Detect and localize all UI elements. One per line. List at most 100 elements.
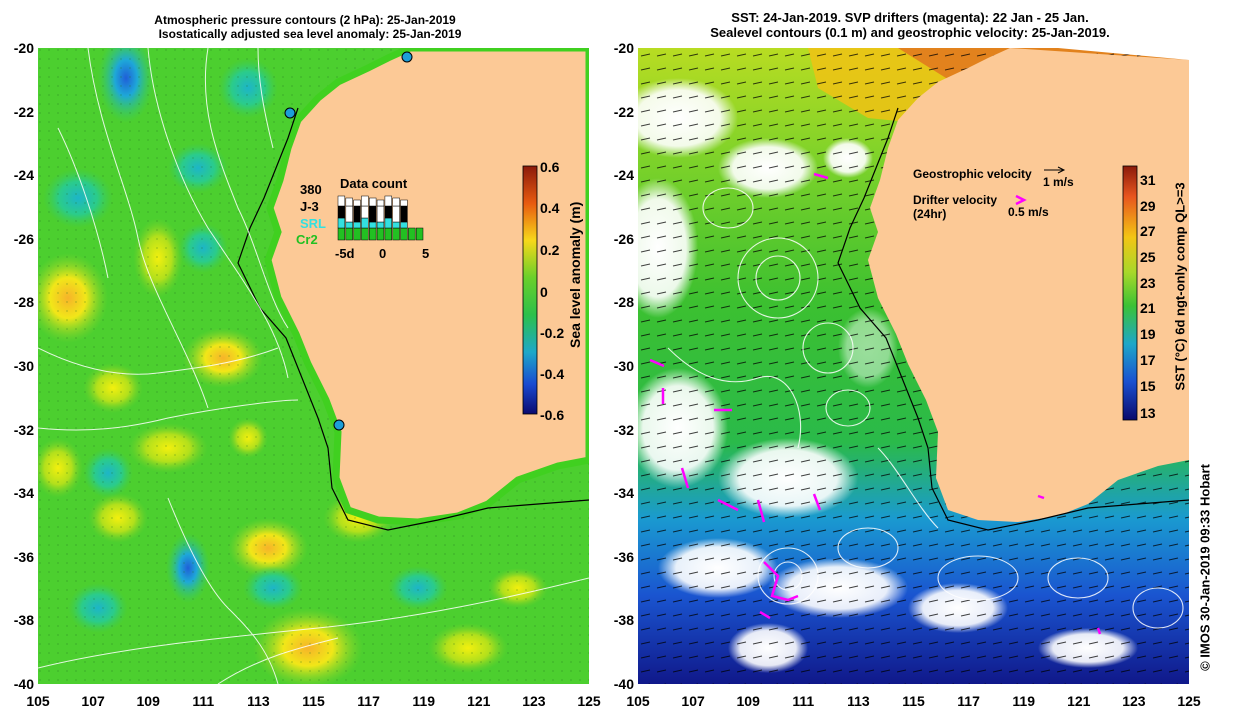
hist-bar-srl <box>345 221 353 229</box>
hist-bar-cr2 <box>337 227 346 241</box>
drifter-tracks <box>649 172 1102 635</box>
right-lon-tick: 125 <box>1177 693 1201 709</box>
hist-bar-380 <box>353 199 361 207</box>
right-lon-tick: 117 <box>957 693 980 709</box>
sst-map <box>638 48 1189 684</box>
sla-cbar-tick: 0.2 <box>540 242 560 258</box>
hist-bar-j3 <box>361 205 369 219</box>
right-title-line1: SST: 24-Jan-2019. SVP drifters (magenta)… <box>731 10 1089 25</box>
hist-bar-cr2 <box>353 227 361 241</box>
right-lon-tick: 123 <box>1122 693 1146 709</box>
hist-bar-j3 <box>384 205 392 219</box>
left-lat-tick: -36 <box>13 548 34 565</box>
sst-cbar-tick: 29 <box>1140 198 1156 214</box>
sst-colorbar <box>1122 165 1138 421</box>
right-lon-tick: 121 <box>1067 693 1091 709</box>
left-lat-tick: -38 <box>13 612 34 629</box>
legend-label-j3: J-3 <box>300 199 319 214</box>
right-lat-tick: -22 <box>613 103 634 120</box>
hist-bar-cr2 <box>369 227 377 241</box>
legend-label-cr2: Cr2 <box>296 232 318 247</box>
hist-bar-380 <box>345 197 353 207</box>
left-lat-tick: -24 <box>13 167 34 184</box>
right-lon-tick: 105 <box>626 693 650 709</box>
hist-bar-j3 <box>400 205 408 223</box>
hist-bar-cr2 <box>392 227 400 241</box>
imos-credit: © IMOS 30-Jan-2019 09:33 Hobart <box>1197 464 1213 671</box>
left-lon-tick: 111 <box>192 693 215 709</box>
sla-cbar-tick: -0.6 <box>540 407 565 423</box>
left-lon-tick: 107 <box>81 693 105 709</box>
hist-bar-380 <box>361 195 369 207</box>
hist-bar-380 <box>384 195 392 207</box>
left-title-line1: Atmospheric pressure contours (2 hPa): 2… <box>154 13 456 27</box>
right-lat-tick: -34 <box>613 485 634 502</box>
hist-bar-380 <box>369 197 377 207</box>
hist-bar-380 <box>400 199 408 207</box>
shelf-contour <box>237 107 589 531</box>
hist-bar-380 <box>337 195 346 207</box>
hist-bar-380 <box>376 199 385 207</box>
legend-xtick-minus5d: -5d <box>335 246 355 261</box>
sst-cbar-tick: 15 <box>1140 378 1156 394</box>
geostrophic-scale-label: 1 m/s <box>1043 175 1074 189</box>
sst-cbar-tick: 19 <box>1140 326 1156 342</box>
geostrophic-velocity-label: Geostrophic velocity <box>913 167 1032 181</box>
left-lat-tick: -30 <box>13 358 34 374</box>
right-lon-tick: 111 <box>792 693 815 709</box>
sst-cbar-tick: 25 <box>1140 249 1156 265</box>
left-lon-tick: 113 <box>247 693 270 709</box>
hist-bar-cr2 <box>384 227 392 241</box>
sla-cbar-tick: 0.4 <box>540 200 560 216</box>
sst-cbar-tick: 23 <box>1140 275 1156 291</box>
left-lat-tick: -20 <box>13 40 34 56</box>
australia-land-sst <box>868 48 1189 522</box>
left-lon-tick: 123 <box>522 693 546 709</box>
hist-bar-cr2 <box>345 227 353 241</box>
pressure-contours <box>38 48 589 684</box>
tide-station <box>401 51 413 63</box>
hist-bar-srl <box>369 221 377 229</box>
sst-colorbar-label: SST (°C) 6d ngt-only comp QL>=3 <box>1172 182 1188 391</box>
left-lon-tick: 125 <box>577 693 601 709</box>
legend-label-srl: SRL <box>300 216 326 231</box>
hist-bar-j3 <box>376 205 385 223</box>
hist-bar-srl <box>376 221 385 229</box>
right-lon-tick: 119 <box>1012 693 1035 709</box>
drifter-scale-arrow <box>1015 194 1027 206</box>
drifter-velocity-sub: (24hr) <box>913 207 947 221</box>
legend-title: Data count <box>340 176 408 191</box>
sla-cbar-tick: -0.4 <box>540 366 565 382</box>
hist-bar-srl <box>353 221 361 229</box>
shelf-contour-sst <box>837 107 1189 531</box>
sst-cbar-tick: 17 <box>1140 352 1156 368</box>
drifter-scale-label: 0.5 m/s <box>1008 205 1049 219</box>
left-lat-tick: -32 <box>13 421 34 438</box>
left-lon-tick: 105 <box>26 693 50 709</box>
right-lat-tick: -38 <box>613 612 634 629</box>
tide-station <box>333 419 345 431</box>
hist-bar-j3 <box>345 205 353 223</box>
left-lon-tick: 119 <box>412 693 435 709</box>
hist-bar-380 <box>392 197 400 207</box>
sst-cbar-tick: 31 <box>1140 172 1156 188</box>
sealevel-contours <box>667 187 1184 629</box>
right-lon-tick: 109 <box>736 693 760 709</box>
hist-bar-cr2 <box>415 227 424 241</box>
legend-xtick-5: 5 <box>422 246 429 261</box>
right-lat-tick: -20 <box>613 40 634 56</box>
hist-bar-j3 <box>392 205 400 223</box>
right-lon-tick: 115 <box>902 693 925 709</box>
drifter-velocity-label: Drifter velocity <box>913 193 998 207</box>
right-lat-tick: -40 <box>613 676 634 692</box>
sst-cbar-tick: 13 <box>1140 405 1156 421</box>
right-lat-tick: -28 <box>613 294 634 311</box>
hist-bar-cr2 <box>400 227 408 241</box>
hist-bar-srl <box>337 217 346 229</box>
right-lat-tick: -32 <box>613 421 634 438</box>
right-lat-tick: -36 <box>613 548 634 565</box>
sla-cbar-tick: -0.2 <box>540 325 565 341</box>
hist-bar-j3 <box>369 205 377 223</box>
left-lon-tick: 115 <box>302 693 325 709</box>
sst-cbar-tick: 21 <box>1140 300 1156 316</box>
